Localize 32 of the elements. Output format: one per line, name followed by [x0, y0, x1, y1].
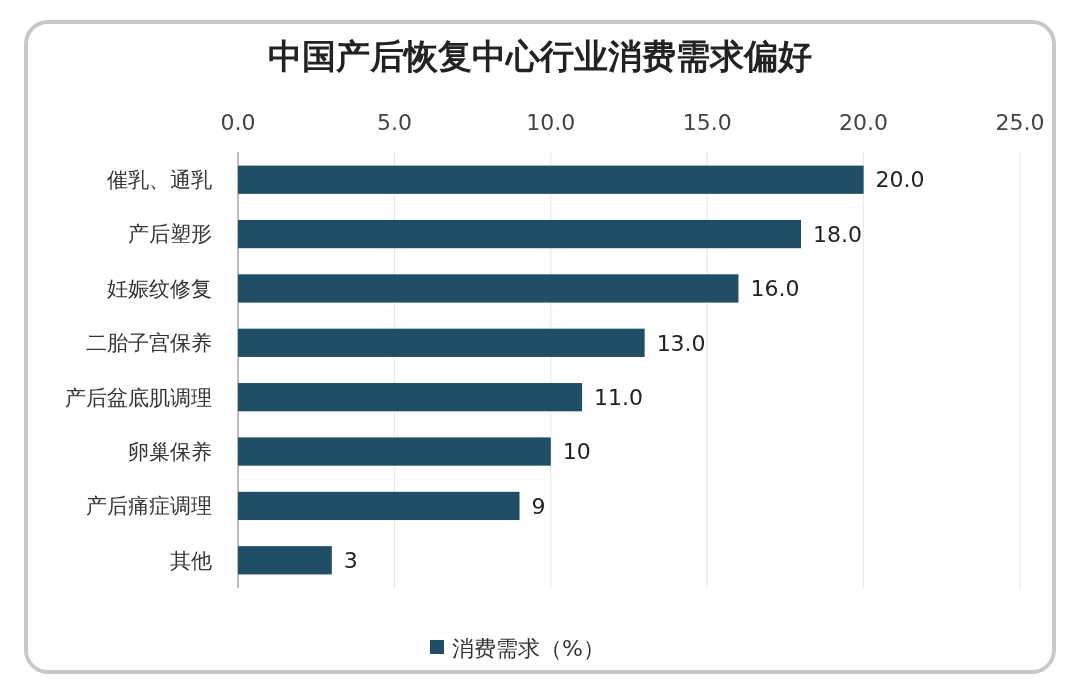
x-tick-label: 10.0: [526, 110, 576, 135]
bar: [238, 491, 520, 521]
data-label: 10: [562, 439, 591, 465]
bar: [238, 328, 645, 357]
x-tick-label: 0.0: [220, 110, 256, 135]
bar: [238, 383, 583, 412]
bar: [238, 165, 864, 194]
bar: [238, 274, 739, 303]
y-tick-label: 二胎子宫保养: [86, 331, 212, 356]
y-tick-label: 其他: [170, 548, 212, 573]
legend-label: 消费需求（%）: [452, 635, 605, 661]
y-tick-label: 产后盆底肌调理: [65, 385, 212, 410]
bar: [238, 546, 332, 575]
y-tick-label: 催乳、通乳: [107, 168, 212, 193]
y-tick-label: 卵巢保养: [128, 439, 212, 464]
x-tick-label: 20.0: [839, 110, 889, 135]
x-tick-label: 5.0: [376, 110, 412, 135]
data-label: 13.0: [656, 330, 706, 356]
y-tick-label: 妊娠纹修复: [107, 276, 212, 301]
y-tick-label: 产后塑形: [128, 222, 212, 247]
data-label: 18.0: [813, 221, 863, 247]
data-label: 11.0: [594, 384, 644, 410]
x-tick-label: 15.0: [682, 110, 732, 135]
data-label: 16.0: [750, 276, 800, 302]
bar: [238, 219, 802, 249]
data-label: 9: [531, 493, 546, 519]
data-label: 20.0: [875, 167, 925, 193]
x-tick-label: 25.0: [995, 110, 1045, 135]
chart-title: 中国产后恢复中心行业消费需求偏好: [268, 36, 812, 76]
bar: [238, 437, 551, 466]
data-label: 3: [343, 547, 358, 573]
y-tick-label: 产后痛症调理: [86, 494, 212, 519]
